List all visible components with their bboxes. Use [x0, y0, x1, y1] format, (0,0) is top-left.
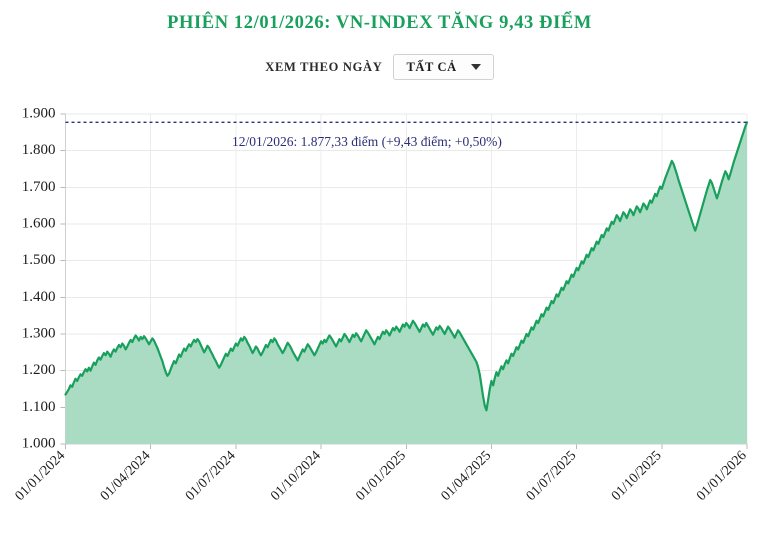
chart-area-fill — [65, 122, 747, 445]
y-axis-tick-label: 1.800 — [22, 142, 56, 158]
chart-line-series — [64, 121, 749, 412]
y-axis-tick-label: 1.900 — [22, 105, 56, 121]
filter-label: XEM THEO NGÀY — [265, 59, 383, 74]
y-axis-tick-label: 1.700 — [22, 179, 56, 195]
x-axis-tick-label: 01/10/2025 — [609, 448, 665, 504]
chevron-down-icon — [470, 64, 481, 70]
x-axis-tick-label: 01/04/2025 — [439, 448, 495, 504]
date-range-select-value: TẤT CẢ — [406, 59, 457, 74]
x-axis-tick-label: 01/01/2026 — [694, 448, 750, 504]
y-axis-tick-label: 1.400 — [22, 289, 56, 305]
date-range-select[interactable]: TẤT CẢ — [393, 54, 494, 80]
y-axis-tick-label: 1.500 — [22, 252, 56, 268]
x-axis-tick-label: 01/10/2024 — [268, 448, 324, 504]
filter-row: XEM THEO NGÀY TẤT CẢ — [0, 54, 759, 80]
x-axis-tick-label: 01/01/2024 — [13, 448, 69, 504]
x-axis-tick-label: 01/07/2025 — [524, 448, 580, 504]
y-axis-tick-label: 1.600 — [22, 215, 56, 231]
value-annotation: 12/01/2026: 1.877,33 điểm (+9,43 điểm; +… — [232, 134, 502, 149]
x-axis-tick-label: 01/01/2025 — [353, 448, 409, 504]
y-axis-tick-label: 1.200 — [22, 362, 56, 378]
y-axis-tick-label: 1.000 — [22, 435, 56, 451]
y-axis-tick-label: 1.300 — [22, 325, 56, 341]
x-axis-tick-label: 01/04/2024 — [98, 448, 154, 504]
page-title: PHIÊN 12/01/2026: VN-INDEX TĂNG 9,43 ĐIỂ… — [167, 13, 592, 33]
x-axis-tick-label: 01/07/2024 — [183, 448, 239, 504]
y-axis-tick-label: 1.100 — [22, 399, 56, 415]
